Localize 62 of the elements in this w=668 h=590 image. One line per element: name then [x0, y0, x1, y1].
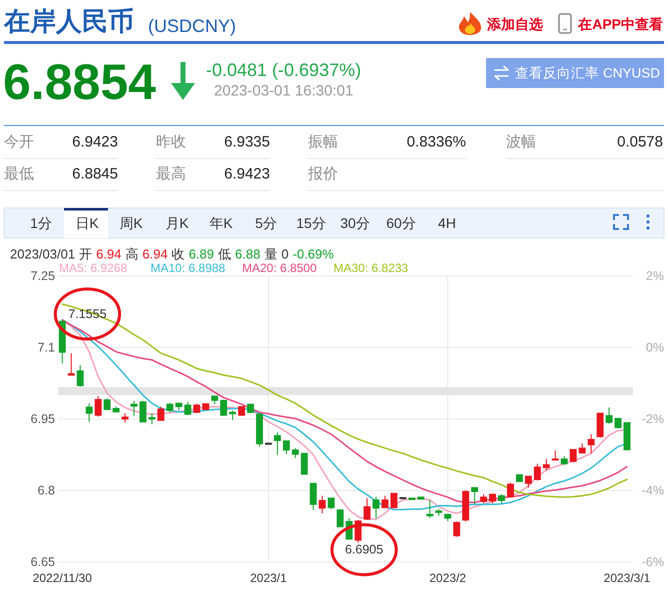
text: 低 — [218, 246, 232, 262]
text: 日K — [75, 215, 100, 231]
text: 报价 — [307, 166, 338, 182]
x-tick-label: 2023/2 — [429, 571, 466, 585]
text: MA5: 6.9268 — [59, 261, 128, 275]
text: 2023-03-01 16:30:01 — [214, 82, 354, 100]
y2-tick-label: -4% — [642, 484, 664, 498]
text: 15分 — [296, 215, 326, 231]
text: 60分 — [386, 215, 416, 231]
x-tick-label: 2023/3/1 — [604, 571, 651, 585]
text: 6.89 — [188, 246, 214, 262]
y-tick-label: 7.25 — [30, 269, 56, 283]
text: MA10: 6.8988 — [150, 261, 226, 275]
text: MA30: 6.8233 — [334, 261, 409, 275]
text: 6.9335 — [224, 134, 270, 150]
y2-tick-label: 2% — [646, 269, 664, 283]
text: 年K — [209, 215, 234, 231]
y-tick-label: 6.8 — [38, 484, 56, 498]
text: 昨收 — [156, 134, 186, 150]
chart-title: 在岸人民币 — [3, 6, 134, 36]
y2-tick-label: 0% — [646, 340, 664, 354]
x-tick-label: 2023/1 — [250, 571, 288, 585]
text: 6.9423 — [224, 166, 270, 182]
text: 开 — [79, 246, 92, 262]
annotation: 6.6905 — [344, 542, 384, 557]
y2-tick-label: -6% — [642, 555, 664, 569]
text: 高 — [125, 246, 138, 262]
text: 最低 — [4, 166, 34, 182]
chart-subtitle: (USDCNY) — [148, 16, 236, 36]
text: 6.8845 — [72, 166, 118, 182]
text: 0 — [281, 246, 289, 262]
text: 0.0578 — [617, 134, 663, 150]
text: 波幅 — [506, 134, 536, 150]
text: 6.9423 — [72, 134, 118, 150]
text: 0.8336% — [406, 134, 466, 150]
text: 量 — [264, 246, 278, 262]
text: 收 — [172, 246, 185, 262]
text: 6.94 — [142, 246, 168, 262]
text: MA20: 6.8500 — [242, 261, 318, 275]
y-tick-label: 6.95 — [30, 412, 56, 426]
text: 4H — [438, 215, 456, 231]
text: 月K — [165, 215, 190, 231]
text: 周K — [119, 215, 144, 231]
text: 6.8854 — [3, 54, 156, 110]
text: 添加自选 — [486, 16, 543, 32]
text: 振幅 — [308, 134, 338, 150]
x-tick-label: 2022/11/30 — [32, 571, 92, 585]
text: 5分 — [255, 215, 277, 231]
text: 1分 — [30, 215, 52, 231]
y-tick-label: 6.65 — [30, 555, 56, 569]
text: 30分 — [340, 215, 370, 231]
text: 查看反向汇率 CNYUSD — [515, 66, 660, 80]
text: -0.0481 (-0.6937%) — [206, 60, 362, 80]
text: -0.69% — [292, 246, 334, 262]
text: 6.88 — [235, 246, 260, 262]
text: 2023/03/01 — [10, 246, 76, 262]
text: 今开 — [4, 134, 34, 150]
y-tick-label: 7.1 — [38, 340, 56, 354]
text: 在APP中查看 — [577, 16, 663, 32]
y2-tick-label: -2% — [642, 412, 664, 426]
text: 最高 — [156, 166, 186, 182]
text: 6.94 — [96, 246, 122, 262]
